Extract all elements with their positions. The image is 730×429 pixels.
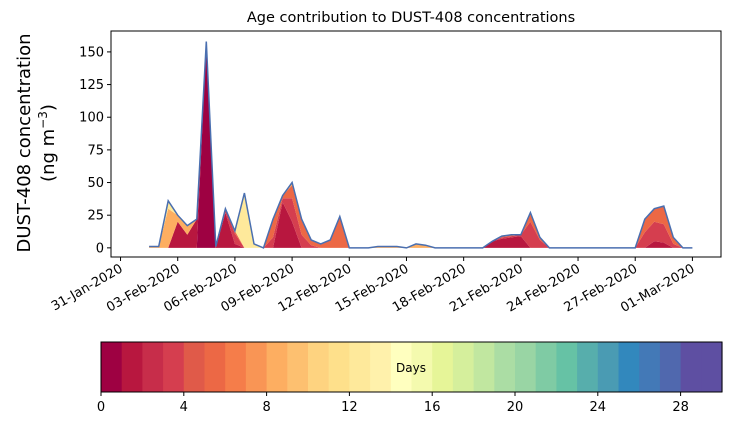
colorbar-tick-label: 20: [507, 400, 524, 415]
y-tick-label: 100: [79, 111, 104, 126]
colorbar-segment: [494, 342, 516, 392]
y-tick-label: 75: [87, 143, 104, 158]
colorbar-segment: [328, 342, 350, 392]
y-axis-label-line2: (ng m−3): [36, 104, 59, 182]
y-tick-label: 125: [79, 78, 104, 93]
plot-frame: [110, 30, 722, 258]
colorbar-segment: [349, 342, 371, 392]
colorbar-segment: [308, 342, 330, 392]
colorbar-segment: [556, 342, 578, 392]
colorbar-ticks: 0 4 8 12 16 20 24 28: [97, 392, 689, 415]
chart-title: Age contribution to DUST-408 concentrati…: [247, 10, 575, 26]
y-tick-label: 0: [96, 241, 104, 256]
colorbar-frame: [100, 341, 723, 393]
colorbar-segment: [680, 342, 702, 392]
y-axis-ticks: 0 25 50 75 100 125 150: [79, 45, 111, 256]
colorbar-segment: [121, 342, 143, 392]
colorbar-segment: [142, 342, 164, 392]
y-tick-label: 25: [87, 209, 104, 224]
x-axis-ticks: 31-Jan-202003-Feb-202006-Feb-202009-Feb-…: [49, 257, 697, 316]
colorbar-segment: [452, 342, 475, 392]
colorbar-tick-label: 12: [341, 400, 358, 415]
colorbar-segment: [659, 342, 682, 392]
age-area-3-days: [149, 41, 693, 248]
total-line: [149, 41, 693, 249]
stacked-age-areas: [149, 41, 693, 248]
colorbar-segment: [473, 342, 495, 392]
colorbar-label: Days: [396, 361, 426, 375]
colorbar-segment: [535, 342, 557, 392]
colorbar-tick-label: 8: [262, 400, 270, 415]
colorbar-segment: [101, 342, 123, 392]
colorbar-segment: [183, 342, 206, 392]
colorbar-segment: [515, 342, 537, 392]
colorbar-tick-label: 0: [97, 400, 105, 415]
colorbar-segment: [163, 342, 185, 392]
colorbar-segment: [597, 342, 620, 392]
colorbar-segment: [577, 342, 599, 392]
colorbar-segment: [266, 342, 288, 392]
colorbar-segment: [390, 342, 413, 392]
y-axis-label-line1: DUST-408 concentration: [14, 33, 35, 252]
colorbar-segment: [618, 342, 640, 392]
colorbar-segment: [432, 342, 454, 392]
colorbar-tick-label: 24: [590, 400, 607, 415]
colorbar: [101, 342, 723, 392]
colorbar-segment: [370, 342, 392, 392]
age-area-1-days: [149, 41, 693, 248]
colorbar-segment: [639, 342, 661, 392]
age-area-8-days: [149, 41, 693, 248]
colorbar-segment: [411, 342, 433, 392]
age-area-0-days: [149, 41, 693, 248]
colorbar-segment: [225, 342, 247, 392]
y-axis-label: DUST-408 concentration (ng m−3): [14, 33, 59, 252]
colorbar-tick-label: 4: [180, 400, 188, 415]
y-tick-label: 50: [87, 176, 104, 191]
y-tick-label: 150: [79, 45, 104, 60]
colorbar-segment: [287, 342, 309, 392]
colorbar-tick-label: 28: [672, 400, 689, 415]
colorbar-segment: [204, 342, 226, 392]
age-area-5-days: [149, 41, 693, 248]
total-concentration-line: [149, 41, 693, 249]
age-area-12-days: [149, 41, 693, 248]
colorbar-segment: [245, 342, 268, 392]
colorbar-tick-label: 16: [424, 400, 441, 415]
colorbar-segment: [701, 342, 723, 392]
